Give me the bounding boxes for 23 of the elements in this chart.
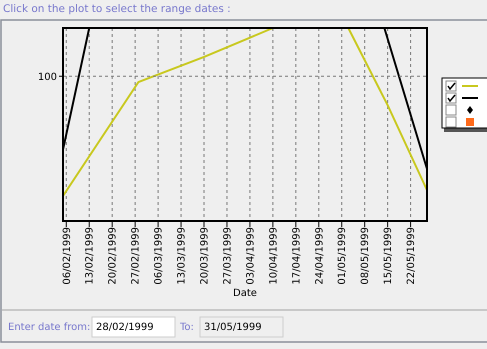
x-tick-label: 15/05/1999 (383, 227, 394, 285)
x-tick-label: 24/04/1999 (314, 227, 326, 285)
x-tick-label: 01/05/1999 (337, 227, 348, 285)
x-tick-label: 06/03/1999 (154, 227, 165, 285)
x-tick-label: 10/04/1999 (268, 227, 280, 285)
x-tick-label: 08/05/1999 (360, 227, 372, 285)
x-tick-label: 20/03/1999 (200, 227, 211, 285)
x-tick-label: 13/03/1999 (176, 227, 188, 285)
x-tick-label: 06/02/1999 (62, 227, 73, 285)
text: 100 (38, 72, 57, 83)
x-tick-label: 22/05/1999 (406, 227, 418, 285)
x-tick-label: 27/03/1999 (222, 227, 234, 285)
x-tick-label: 03/04/1999 (245, 227, 256, 285)
text: To: (179, 322, 194, 333)
x-tick-label: 27/02/1999 (130, 227, 142, 285)
x-tick-label: 13/02/1999 (84, 227, 96, 285)
text: Enter date from: (8, 322, 90, 333)
text: 31/05/1999 (204, 322, 262, 333)
x-tick-label: 17/04/1999 (291, 227, 302, 285)
text: 28/02/1999 (96, 322, 154, 333)
x-axis-title: Date (233, 288, 257, 299)
x-tick-label: 20/02/1999 (108, 227, 119, 285)
chart-title: Click on the plot to select the range dates : (3, 3, 231, 15)
